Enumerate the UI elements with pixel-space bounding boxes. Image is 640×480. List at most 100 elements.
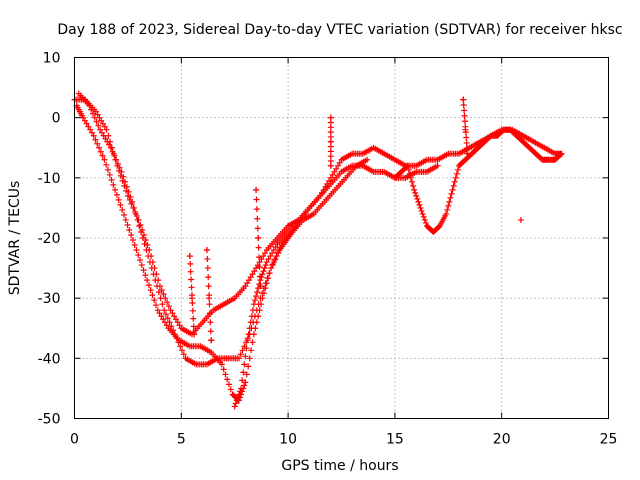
- data-point: [101, 156, 108, 163]
- data-point: [336, 159, 343, 166]
- data-point: [245, 363, 252, 370]
- data-point: [248, 313, 255, 320]
- data-point: [140, 267, 147, 274]
- data-point: [243, 371, 250, 378]
- x-axis-label: GPS time / hours: [281, 458, 398, 474]
- data-point: [206, 292, 213, 299]
- data-point: [126, 226, 133, 233]
- data-point: [136, 222, 143, 229]
- data-point: [109, 148, 116, 155]
- chart-title: Day 188 of 2023, Sidereal Day-to-day VTE…: [57, 22, 622, 38]
- data-point: [204, 265, 211, 272]
- data-point: [85, 123, 92, 130]
- data-point: [403, 163, 410, 170]
- data-point: [246, 325, 253, 332]
- data-point: [454, 166, 461, 173]
- data-point: [418, 207, 425, 214]
- data-point: [244, 337, 251, 344]
- data-point: [445, 202, 452, 209]
- data-point: [143, 247, 150, 254]
- data-point: [260, 290, 267, 297]
- data-point: [320, 186, 327, 193]
- data-point: [242, 353, 249, 360]
- data-point: [253, 319, 260, 326]
- data-point: [226, 381, 233, 388]
- data-point: [188, 284, 195, 291]
- data-point: [103, 126, 110, 133]
- data-point: [249, 271, 256, 278]
- data-point: [115, 196, 122, 203]
- data-point: [517, 216, 524, 223]
- data-point: [113, 156, 120, 163]
- data-point: [123, 183, 130, 190]
- x-tick-label: 15: [386, 432, 404, 448]
- data-point: [260, 268, 267, 275]
- y-tick-label: -40: [38, 351, 61, 367]
- data-point: [269, 262, 276, 269]
- data-point: [110, 181, 117, 188]
- data-point: [146, 259, 153, 266]
- data-points: [71, 90, 565, 410]
- data-point: [333, 165, 340, 172]
- data-point: [258, 274, 265, 281]
- data-point: [128, 231, 135, 238]
- data-point: [237, 388, 244, 395]
- data-point: [189, 299, 196, 306]
- data-point: [255, 235, 262, 241]
- data-point: [222, 371, 229, 378]
- data-point: [108, 176, 115, 183]
- data-point: [242, 283, 249, 290]
- data-point: [405, 166, 412, 173]
- data-point: [411, 186, 418, 193]
- data-point: [254, 225, 261, 232]
- data-point: [114, 160, 121, 167]
- data-point: [104, 166, 111, 173]
- data-point: [131, 242, 138, 249]
- data-point: [160, 316, 167, 323]
- data-point: [141, 241, 148, 248]
- data-point: [205, 283, 212, 290]
- data-point: [188, 292, 195, 299]
- data-point: [96, 144, 103, 151]
- data-point: [250, 301, 257, 308]
- y-tick-label: -10: [38, 171, 61, 187]
- data-point: [152, 277, 159, 284]
- data-point: [244, 280, 251, 287]
- data-point: [254, 215, 261, 222]
- data-point: [92, 136, 99, 143]
- data-point: [169, 310, 176, 317]
- data-point: [157, 295, 164, 302]
- data-point: [145, 282, 152, 289]
- data-point: [453, 170, 460, 177]
- data-point: [103, 161, 110, 168]
- data-point: [334, 162, 341, 169]
- data-point: [119, 206, 126, 213]
- data-point: [104, 138, 111, 145]
- data-point: [227, 386, 234, 393]
- data-point: [232, 400, 239, 407]
- data-point: [245, 277, 252, 284]
- data-point: [134, 216, 141, 223]
- data-point: [127, 193, 134, 200]
- data-point: [262, 285, 269, 292]
- data-point: [155, 289, 162, 296]
- data-point: [224, 376, 231, 383]
- data-point: [235, 355, 242, 362]
- data-point: [266, 270, 273, 277]
- data-point: [107, 144, 114, 151]
- data-point: [187, 268, 194, 275]
- data-point: [446, 198, 453, 205]
- data-point: [124, 221, 131, 228]
- data-point: [207, 319, 214, 326]
- data-point: [260, 253, 267, 260]
- data-point: [159, 301, 166, 308]
- data-point: [253, 265, 260, 272]
- data-point: [324, 180, 331, 187]
- data-point: [129, 237, 136, 244]
- data-point: [190, 323, 197, 330]
- data-point: [241, 361, 248, 368]
- data-point: [204, 256, 211, 263]
- data-point: [172, 316, 179, 323]
- data-point: [461, 112, 468, 119]
- y-tick-label: -20: [38, 231, 61, 247]
